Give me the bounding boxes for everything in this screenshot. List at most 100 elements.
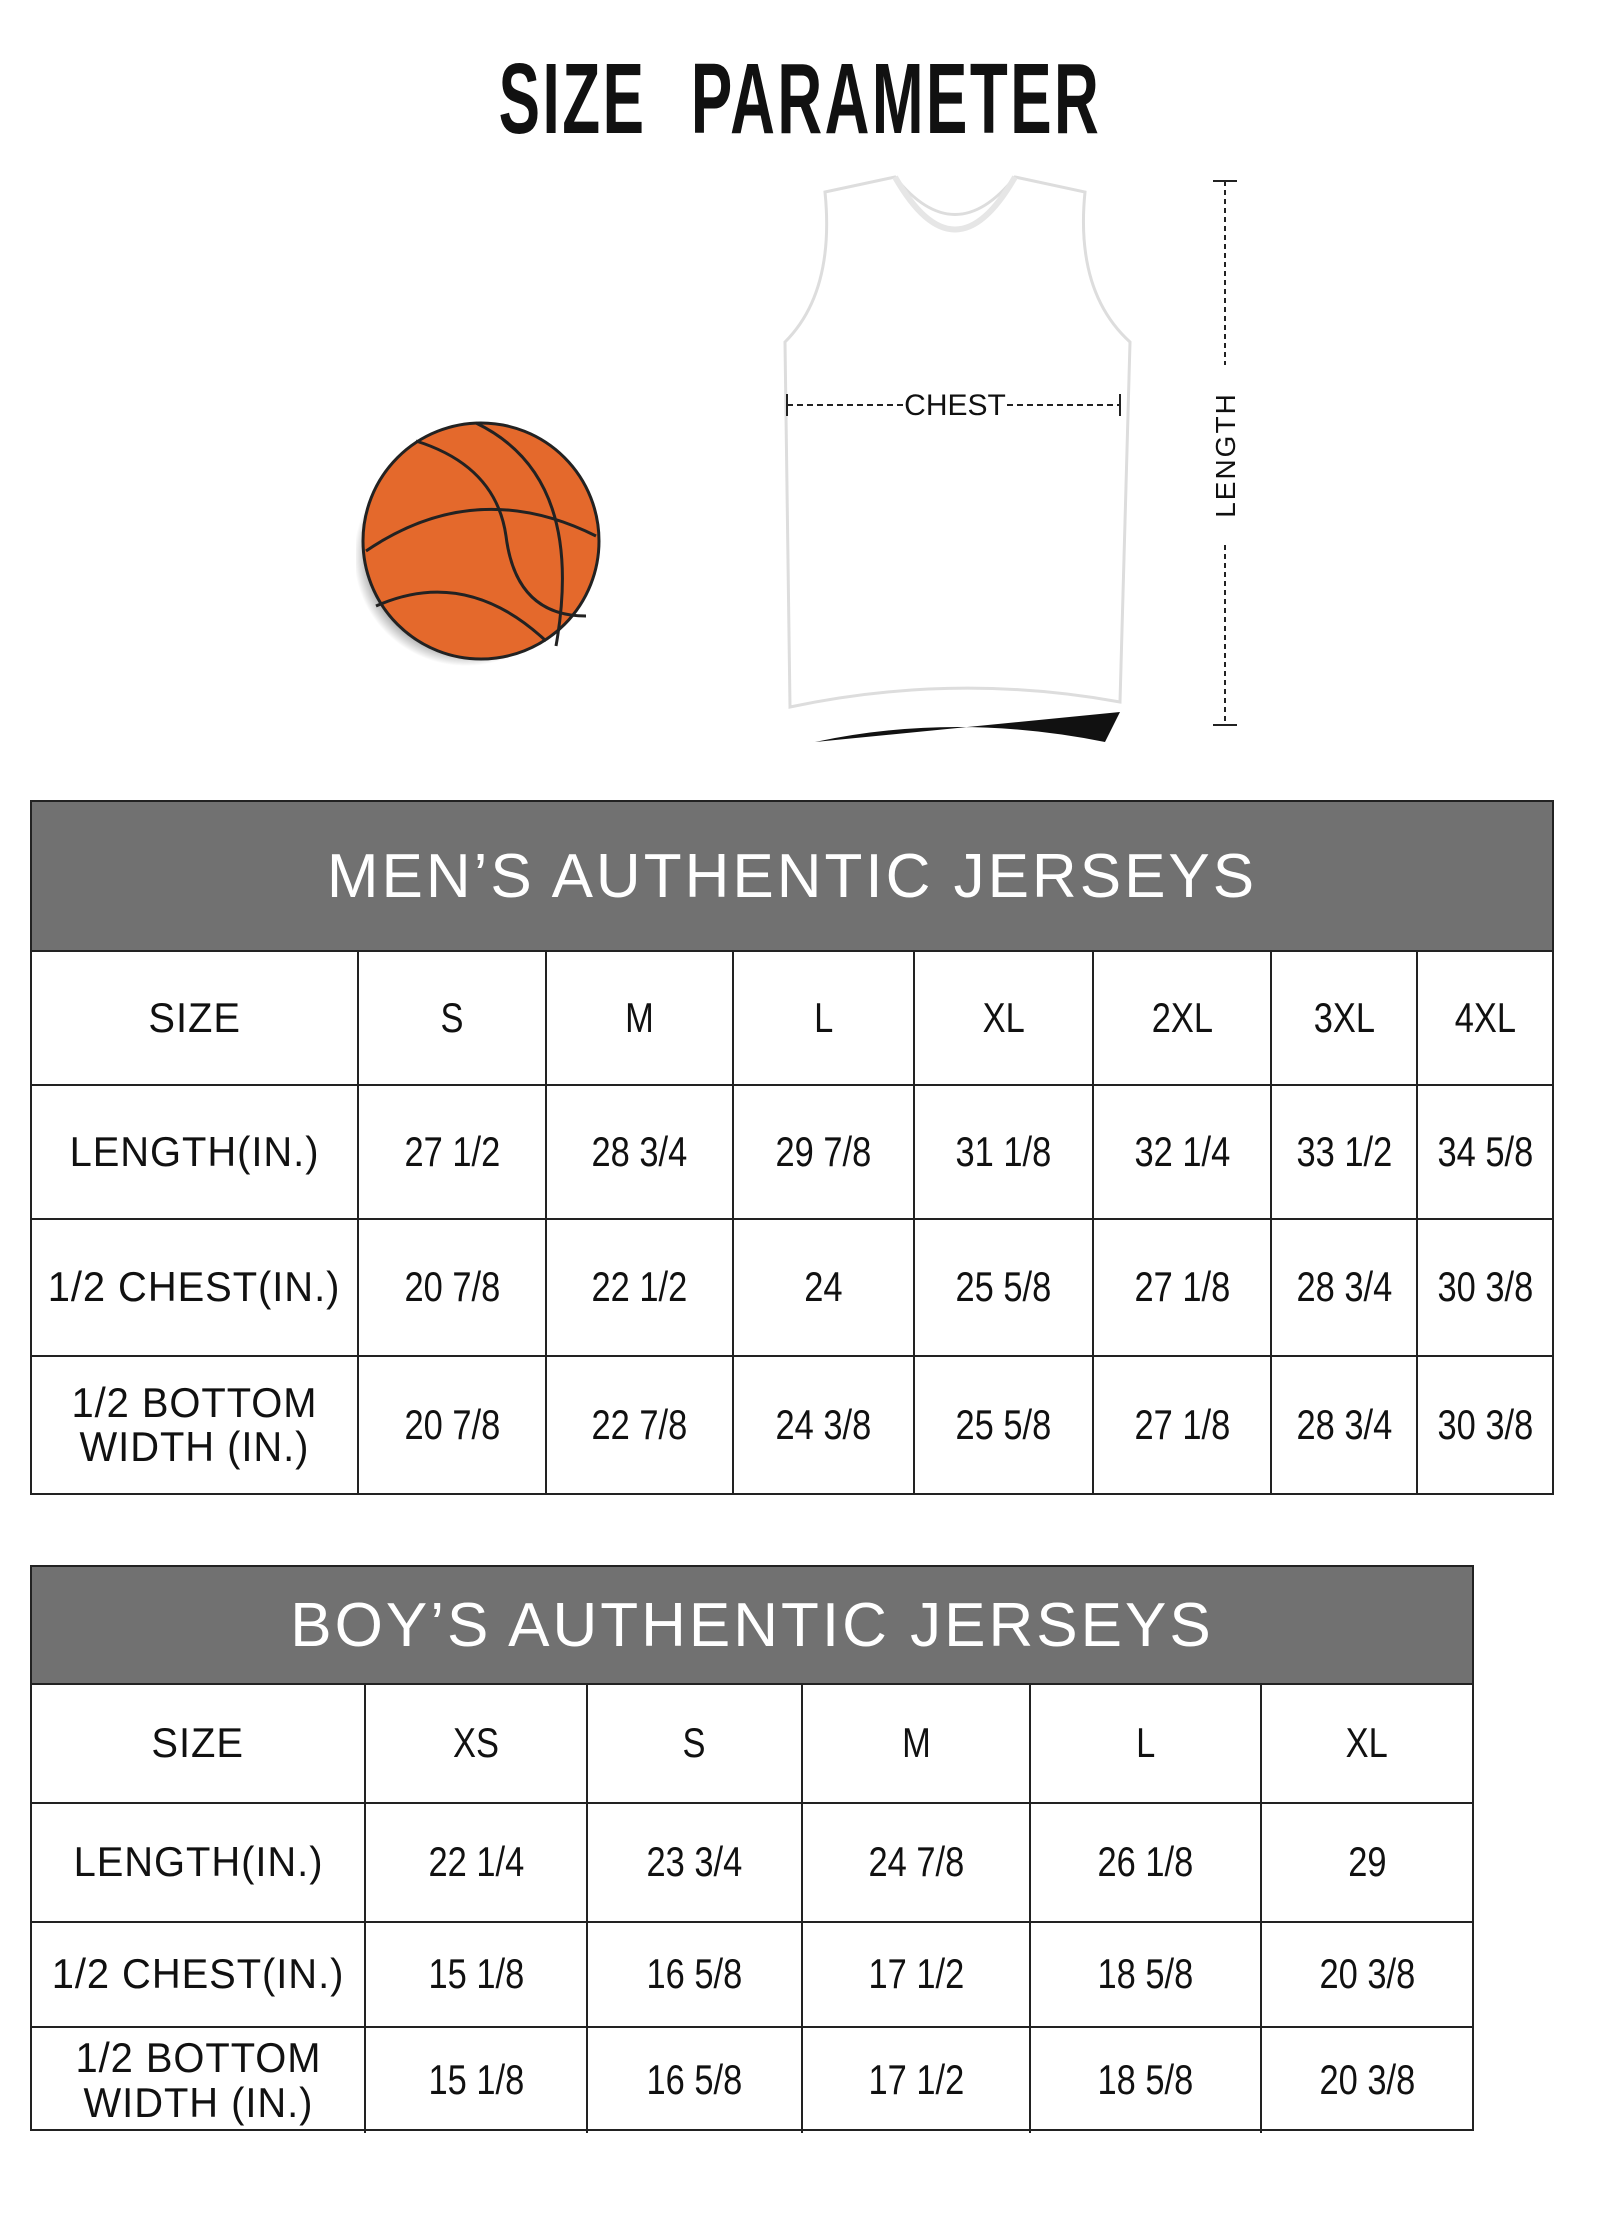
cell-text: 20 3/8 — [1319, 1950, 1415, 1998]
basketball-icon — [356, 421, 601, 666]
men-table-title: MEN’S AUTHENTIC JERSEYS — [32, 802, 1552, 952]
table-cell: 22 1/2 — [547, 1220, 734, 1355]
cell-text: 27 1/8 — [1134, 1400, 1230, 1448]
table-cell: 33 1/2 — [1272, 1086, 1418, 1218]
cell-text: 1/2 BOTTOM WIDTH (IN.) — [74, 2034, 321, 2126]
cell-text: 3XL — [1313, 993, 1375, 1041]
cell-text: 31 1/8 — [955, 1127, 1052, 1175]
cell-text: 15 1/8 — [428, 2056, 524, 2104]
cell-text: 29 7/8 — [775, 1127, 872, 1175]
table-header-row: SIZE S M L XL 2XL 3XL 4XL — [32, 952, 1552, 1086]
cell-text: 22 7/8 — [591, 1400, 688, 1448]
table-cell: 18 5/8 — [1031, 1923, 1262, 2026]
cell-text: 33 1/2 — [1296, 1127, 1392, 1175]
table-cell: L — [1031, 1685, 1262, 1802]
cell-text: XL — [982, 993, 1025, 1041]
table-row: 1/2 BOTTOM WIDTH (IN.) 20 7/8 22 7/8 24 3/8… — [32, 1357, 1552, 1493]
cell-text: 28 3/4 — [1296, 1263, 1392, 1311]
cell-text: 27 1/2 — [404, 1127, 500, 1175]
cell-text: 23 3/4 — [646, 1838, 743, 1886]
cell-text: 18 5/8 — [1097, 1950, 1194, 1998]
table-cell: 29 7/8 — [734, 1086, 915, 1218]
cell-text: LENGTH(IN.) — [69, 1127, 320, 1175]
cell-text: S — [683, 1719, 706, 1767]
boy-table-title: BOY’S AUTHENTIC JERSEYS — [32, 1567, 1472, 1685]
table-cell: 29 — [1262, 1804, 1472, 1921]
cell-text: XL — [1345, 1719, 1389, 1767]
cell-text: 26 1/8 — [1097, 1838, 1194, 1886]
cell-text: 32 1/4 — [1134, 1127, 1230, 1175]
table-cell: 25 5/8 — [915, 1220, 1094, 1355]
cell-text: 29 — [1347, 1838, 1387, 1886]
table-row: 1/2 BOTTOM WIDTH (IN.) 15 1/8 16 5/8 17 1/2… — [32, 2028, 1472, 2133]
row-label-cell: LENGTH(IN.) — [32, 1086, 359, 1218]
table-cell: 28 3/4 — [1272, 1357, 1418, 1493]
table-cell: 2XL — [1094, 952, 1272, 1084]
row-label-cell: LENGTH(IN.) — [32, 1804, 366, 1921]
cell-text: 16 5/8 — [646, 2056, 743, 2104]
table-cell: 17 1/2 — [803, 1923, 1031, 2026]
table-row: 1/2 CHEST(IN.) 15 1/8 16 5/8 17 1/2 18 5/8 20… — [32, 1923, 1472, 2028]
cell-text: 22 1/2 — [591, 1263, 688, 1311]
cell-text: 24 — [804, 1263, 843, 1311]
cell-text: XS — [453, 1719, 499, 1767]
row-label-cell: SIZE — [32, 1685, 366, 1802]
cell-text: 4XL — [1454, 993, 1516, 1041]
cell-text: SIZE — [148, 993, 241, 1041]
cell-text: 28 3/4 — [1296, 1400, 1392, 1448]
table-cell: 24 3/8 — [734, 1357, 915, 1493]
table-cell: XL — [915, 952, 1094, 1084]
cell-text: SIZE — [151, 1719, 245, 1767]
cell-text: 24 3/8 — [775, 1400, 872, 1448]
cell-text: 2XL — [1151, 993, 1213, 1041]
table-cell: 28 3/4 — [547, 1086, 734, 1218]
table-cell: 30 3/8 — [1418, 1357, 1552, 1493]
cell-text: LENGTH(IN.) — [73, 1838, 323, 1886]
cell-text: L — [1135, 1719, 1156, 1767]
table-cell: 20 7/8 — [359, 1220, 547, 1355]
table-cell: 3XL — [1272, 952, 1418, 1084]
table-cell: 24 — [734, 1220, 915, 1355]
table-cell: 24 7/8 — [803, 1804, 1031, 1921]
row-label-cell: 1/2 CHEST(IN.) — [32, 1923, 366, 2026]
table-cell: 30 3/8 — [1418, 1220, 1552, 1355]
cell-text: 27 1/8 — [1134, 1263, 1230, 1311]
cell-text: M — [625, 993, 654, 1041]
cell-text: 17 1/2 — [868, 2056, 964, 2104]
cell-text: S — [440, 993, 464, 1041]
cell-text: 1/2 CHEST(IN.) — [51, 1950, 345, 1998]
table-cell: 17 1/2 — [803, 2028, 1031, 2133]
table-cell: 20 3/8 — [1262, 2028, 1472, 2133]
cell-text: 18 5/8 — [1097, 2056, 1194, 2104]
table-cell: 16 5/8 — [588, 2028, 803, 2133]
table-cell: XL — [1262, 1685, 1472, 1802]
table-cell: 22 1/4 — [366, 1804, 588, 1921]
table-cell: 27 1/8 — [1094, 1220, 1272, 1355]
chest-label: CHEST — [904, 389, 1006, 422]
table-row: 1/2 CHEST(IN.) 20 7/8 22 1/2 24 25 5/8 27 1/8… — [32, 1220, 1552, 1357]
table-cell: 27 1/8 — [1094, 1357, 1272, 1493]
cell-text: 20 3/8 — [1319, 2056, 1415, 2104]
table-cell: 22 7/8 — [547, 1357, 734, 1493]
table-cell: 27 1/2 — [359, 1086, 547, 1218]
table-cell: 4XL — [1418, 952, 1552, 1084]
table-row: LENGTH(IN.) 27 1/2 28 3/4 29 7/8 31 1/8 32 1/… — [32, 1086, 1552, 1220]
cell-text: 28 3/4 — [591, 1127, 688, 1175]
row-label-cell: 1/2 BOTTOM WIDTH (IN.) — [32, 2028, 366, 2133]
table-row: LENGTH(IN.) 22 1/4 23 3/4 24 7/8 26 1/8 29 — [32, 1804, 1472, 1923]
cell-text: 25 5/8 — [955, 1263, 1052, 1311]
cell-text: 1/2 CHEST(IN.) — [48, 1263, 341, 1311]
row-label-cell: 1/2 CHEST(IN.) — [32, 1220, 359, 1355]
table-cell: 31 1/8 — [915, 1086, 1094, 1218]
cell-text: 20 7/8 — [404, 1400, 500, 1448]
table-cell: 16 5/8 — [588, 1923, 803, 2026]
table-cell: S — [588, 1685, 803, 1802]
cell-text: L — [813, 993, 834, 1041]
row-label-cell: SIZE — [32, 952, 359, 1084]
table-cell: 28 3/4 — [1272, 1220, 1418, 1355]
cell-text: 17 1/2 — [868, 1950, 964, 1998]
table-cell: 23 3/4 — [588, 1804, 803, 1921]
table-header-row: SIZE XS S M L XL — [32, 1685, 1472, 1804]
cell-text: 25 5/8 — [955, 1400, 1052, 1448]
table-cell: 34 5/8 — [1418, 1086, 1552, 1218]
